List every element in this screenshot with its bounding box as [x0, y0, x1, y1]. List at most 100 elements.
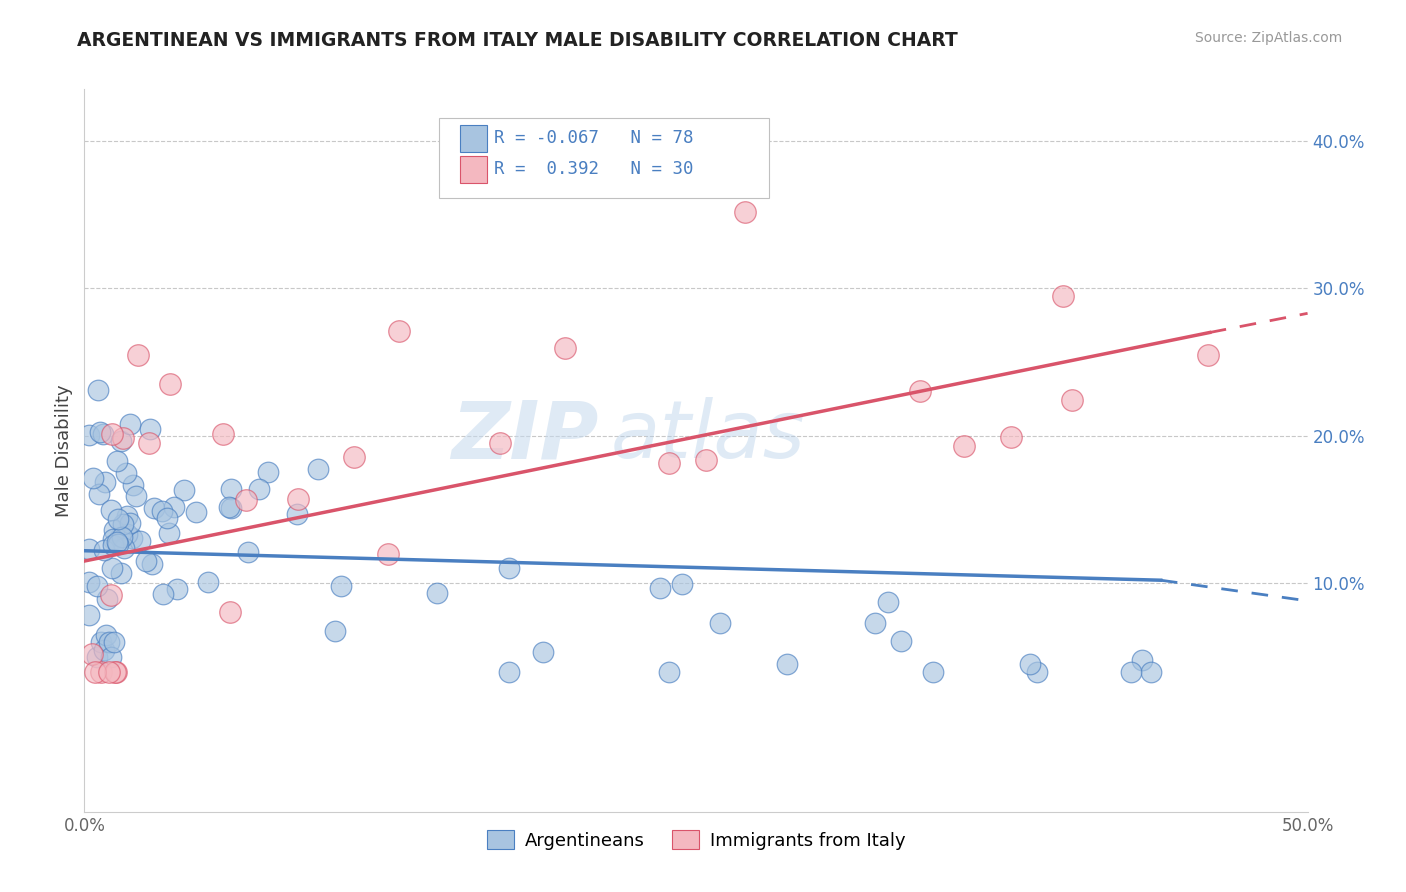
Point [107, 537, 129, 551]
Point [127, 348, 149, 362]
Point [426, 585, 449, 599]
Point [531, 645, 554, 659]
Point [100, 589, 122, 603]
Point [118, 516, 141, 530]
Point [775, 657, 797, 671]
Point [104, 665, 127, 679]
Point [139, 422, 162, 436]
Point [648, 581, 671, 595]
Point [138, 436, 160, 450]
Point [129, 533, 152, 548]
Point [1060, 393, 1083, 408]
Point [110, 566, 132, 580]
Point [141, 557, 163, 571]
Point [921, 665, 943, 679]
Point [152, 587, 174, 601]
Point [1000, 430, 1022, 444]
Point [93, 642, 115, 657]
Point [90, 635, 112, 649]
Point [287, 492, 309, 507]
Point [114, 466, 136, 480]
Point [103, 635, 125, 649]
Text: R =  0.392   N = 30: R = 0.392 N = 30 [494, 161, 693, 178]
Point [156, 511, 179, 525]
Point [110, 434, 132, 448]
Point [111, 517, 134, 532]
Point [498, 665, 520, 679]
Point [100, 649, 122, 664]
Point [1019, 657, 1042, 671]
Point [87, 487, 110, 501]
Point [93, 426, 115, 441]
Point [285, 507, 308, 521]
Point [77, 575, 100, 590]
Point [1140, 665, 1163, 679]
Point [105, 454, 128, 468]
Point [101, 532, 124, 546]
Point [307, 462, 329, 476]
Text: Source: ZipAtlas.com: Source: ZipAtlas.com [1195, 31, 1343, 45]
Point [709, 615, 731, 630]
Point [112, 541, 135, 555]
Text: atlas: atlas [610, 397, 806, 475]
Point [111, 530, 134, 544]
Point [877, 595, 900, 609]
Point [197, 575, 219, 590]
Point [107, 512, 129, 526]
Legend: Argentineans, Immigrants from Italy: Argentineans, Immigrants from Italy [479, 823, 912, 857]
Point [82, 471, 104, 485]
Point [1052, 288, 1074, 302]
Point [86, 649, 108, 664]
Point [166, 582, 188, 596]
Point [108, 530, 131, 544]
FancyBboxPatch shape [460, 125, 486, 152]
Point [90, 665, 112, 679]
Point [377, 547, 399, 561]
Point [101, 561, 124, 575]
Point [863, 616, 886, 631]
Text: ZIP: ZIP [451, 397, 598, 475]
Point [77, 541, 100, 556]
Point [100, 503, 122, 517]
Point [1121, 665, 1143, 679]
Point [1025, 665, 1047, 679]
Point [122, 478, 145, 492]
Point [87, 384, 110, 398]
Point [184, 505, 207, 519]
Point [97, 635, 120, 649]
Point [77, 608, 100, 623]
Point [111, 431, 134, 445]
Text: ARGENTINEAN VS IMMIGRANTS FROM ITALY MALE DISABILITY CORRELATION CHART: ARGENTINEAN VS IMMIGRANTS FROM ITALY MAL… [77, 31, 957, 50]
Point [671, 577, 693, 591]
Point [256, 465, 278, 479]
Point [695, 452, 717, 467]
Point [387, 324, 409, 338]
Point [554, 342, 576, 356]
Point [323, 624, 346, 638]
Point [498, 561, 520, 575]
Point [150, 504, 173, 518]
FancyBboxPatch shape [439, 118, 769, 198]
Point [1197, 348, 1219, 362]
Point [77, 428, 100, 442]
Point [105, 535, 128, 549]
Point [218, 500, 240, 514]
Point [734, 204, 756, 219]
Point [96, 628, 118, 642]
Point [221, 482, 243, 496]
Point [908, 384, 931, 399]
Point [103, 524, 125, 538]
Point [80, 647, 103, 661]
Point [890, 633, 912, 648]
Point [157, 525, 180, 540]
Point [1130, 653, 1153, 667]
Point [236, 545, 259, 559]
Point [343, 450, 366, 465]
Point [125, 489, 148, 503]
Point [96, 592, 118, 607]
Point [658, 665, 681, 679]
FancyBboxPatch shape [460, 156, 486, 183]
Point [173, 483, 195, 497]
Point [86, 579, 108, 593]
Point [219, 606, 242, 620]
